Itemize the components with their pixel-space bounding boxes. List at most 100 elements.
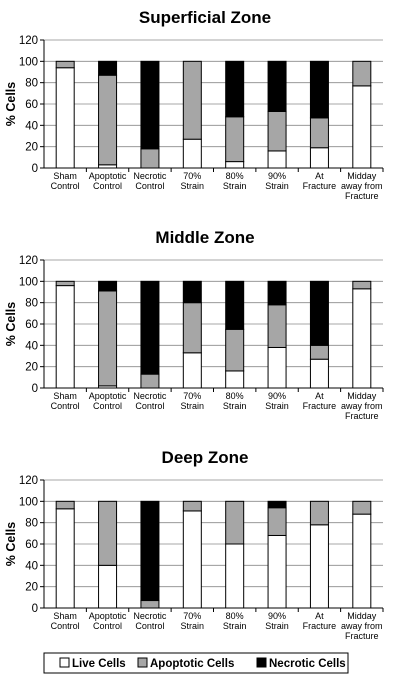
deep-zone-y-tick-label: 120 xyxy=(19,475,38,487)
middle-zone-bar-live-cells xyxy=(225,370,245,389)
superficial-zone-y-axis-label: % Cells xyxy=(4,82,18,127)
middle-zone-category-label: 90% Strain xyxy=(265,391,289,411)
superficial-zone-category-label: 70% Strain xyxy=(181,171,205,191)
middle-zone-y-tick-label: 40 xyxy=(25,340,38,352)
middle-zone-bar-apoptotic-cells xyxy=(267,304,287,348)
superficial-zone-category-label: Apoptotic Control xyxy=(89,171,127,191)
legend-swatch-live-cells xyxy=(59,657,70,668)
middle-zone-bar-apoptotic-cells xyxy=(98,290,118,387)
superficial-zone-bar-live-cells xyxy=(352,85,372,169)
superficial-zone-bar-apoptotic-cells xyxy=(267,110,287,152)
middle-zone-bar-necrotic-cells xyxy=(98,280,118,292)
middle-zone-bar-apoptotic-cells xyxy=(140,373,160,389)
deep-zone-category-label: 90% Strain xyxy=(265,611,289,631)
deep-zone-title: Deep Zone xyxy=(162,448,249,467)
superficial-zone-category-label: 80% Strain xyxy=(223,171,247,191)
deep-zone-bar-apoptotic-cells xyxy=(55,500,75,510)
deep-zone-y-tick-label: 0 xyxy=(32,603,38,615)
legend xyxy=(43,652,349,674)
superficial-zone-bar-live-cells xyxy=(225,161,245,169)
superficial-zone-category-label: 90% Strain xyxy=(265,171,289,191)
middle-zone-category-label: At Fracture xyxy=(303,391,337,411)
superficial-zone-bar-apoptotic-cells xyxy=(309,117,329,149)
deep-zone-category-label: 80% Strain xyxy=(223,611,247,631)
deep-zone-y-tick-label: 20 xyxy=(25,582,38,594)
deep-zone-category-label: 70% Strain xyxy=(181,611,205,631)
legend-label-necrotic-cells: Necrotic Cells xyxy=(269,658,346,670)
middle-zone-category-label: 80% Strain xyxy=(223,391,247,411)
deep-zone-bar-live-cells xyxy=(98,564,118,609)
middle-zone-bar-apoptotic-cells xyxy=(225,328,245,372)
deep-zone-bar-apoptotic-cells xyxy=(267,507,287,536)
middle-zone-y-tick-label: 0 xyxy=(32,383,38,395)
superficial-zone-y-tick-label: 60 xyxy=(25,99,38,111)
superficial-zone-category-label: Sham Control xyxy=(51,171,80,191)
middle-zone-bar-apoptotic-cells xyxy=(182,302,202,354)
superficial-zone-y-tick-label: 100 xyxy=(19,56,38,68)
superficial-zone-y-tick-label: 80 xyxy=(25,78,38,90)
deep-zone-bar-live-cells xyxy=(55,508,75,609)
superficial-zone-bar-necrotic-cells xyxy=(140,60,160,150)
deep-zone-y-tick-label: 60 xyxy=(25,539,38,551)
deep-zone-bar-apoptotic-cells xyxy=(140,600,160,609)
middle-zone-category-label: Necrotic Control xyxy=(133,391,167,411)
superficial-zone-bar-apoptotic-cells xyxy=(55,60,75,69)
deep-zone-bar-live-cells xyxy=(267,534,287,609)
middle-zone-bar-live-cells xyxy=(55,285,75,389)
middle-zone-bar-live-cells xyxy=(352,288,372,389)
middle-zone-bar-necrotic-cells xyxy=(309,280,329,346)
superficial-zone-bar-apoptotic-cells xyxy=(98,74,118,166)
superficial-zone-category-label: Necrotic Control xyxy=(133,171,167,191)
middle-zone-bar-necrotic-cells xyxy=(267,280,287,306)
legend-label-apoptotic-cells: Apoptotic Cells xyxy=(150,658,234,670)
superficial-zone-bar-necrotic-cells xyxy=(309,60,329,119)
middle-zone-bar-live-cells xyxy=(182,352,202,389)
legend-swatch-necrotic-cells xyxy=(256,657,267,668)
middle-zone-y-tick-label: 100 xyxy=(19,276,38,288)
middle-zone-y-tick-label: 20 xyxy=(25,362,38,374)
middle-zone-y-tick-label: 60 xyxy=(25,319,38,331)
superficial-zone-y-tick-label: 40 xyxy=(25,120,38,132)
superficial-zone-bar-live-cells xyxy=(182,138,202,169)
deep-zone-bar-necrotic-cells xyxy=(140,500,160,602)
deep-zone-bar-live-cells xyxy=(182,510,202,609)
deep-zone-category-label: Sham Control xyxy=(51,611,80,631)
middle-zone-category-label: Sham Control xyxy=(51,391,80,411)
middle-zone-bar-apoptotic-cells xyxy=(309,344,329,360)
middle-zone-category-label: Midday away from Fracture xyxy=(341,391,383,421)
middle-zone-category-label: Apoptotic Control xyxy=(89,391,127,411)
deep-zone-bar-apoptotic-cells xyxy=(352,500,372,515)
superficial-zone-title: Superficial Zone xyxy=(139,8,271,27)
deep-zone-bar-live-cells xyxy=(309,524,329,609)
superficial-zone-bar-necrotic-cells xyxy=(98,60,118,76)
middle-zone-bar-live-cells xyxy=(267,346,287,389)
deep-zone-bar-apoptotic-cells xyxy=(225,500,245,545)
superficial-zone-bar-necrotic-cells xyxy=(225,60,245,118)
deep-zone-bar-live-cells xyxy=(225,543,245,609)
deep-zone-category-label: Midday away from Fracture xyxy=(341,611,383,641)
middle-zone-y-tick-label: 80 xyxy=(25,298,38,310)
legend-swatch-apoptotic-cells xyxy=(137,657,148,668)
deep-zone-bar-apoptotic-cells xyxy=(309,500,329,526)
middle-zone-bar-necrotic-cells xyxy=(140,280,160,375)
middle-zone-y-tick-label: 120 xyxy=(19,255,38,267)
deep-zone-category-label: At Fracture xyxy=(303,611,337,631)
middle-zone-bar-necrotic-cells xyxy=(225,280,245,330)
deep-zone-y-tick-label: 80 xyxy=(25,518,38,530)
legend-label-live-cells: Live Cells xyxy=(72,658,126,670)
superficial-zone-bar-apoptotic-cells xyxy=(225,116,245,163)
superficial-zone-bar-live-cells xyxy=(309,147,329,169)
deep-zone-y-axis-label: % Cells xyxy=(4,522,18,567)
middle-zone-bar-apoptotic-cells xyxy=(55,280,75,287)
deep-zone-y-tick-label: 100 xyxy=(19,496,38,508)
deep-zone-y-tick-label: 40 xyxy=(25,560,38,572)
deep-zone-bar-necrotic-cells xyxy=(267,500,287,509)
superficial-zone-bar-apoptotic-cells xyxy=(352,60,372,87)
superficial-zone-bar-live-cells xyxy=(55,67,75,169)
middle-zone-title: Middle Zone xyxy=(155,228,254,247)
superficial-zone-bar-necrotic-cells xyxy=(267,60,287,112)
superficial-zone-y-tick-label: 120 xyxy=(19,35,38,47)
middle-zone-bar-apoptotic-cells xyxy=(352,280,372,290)
middle-zone-category-label: 70% Strain xyxy=(181,391,205,411)
